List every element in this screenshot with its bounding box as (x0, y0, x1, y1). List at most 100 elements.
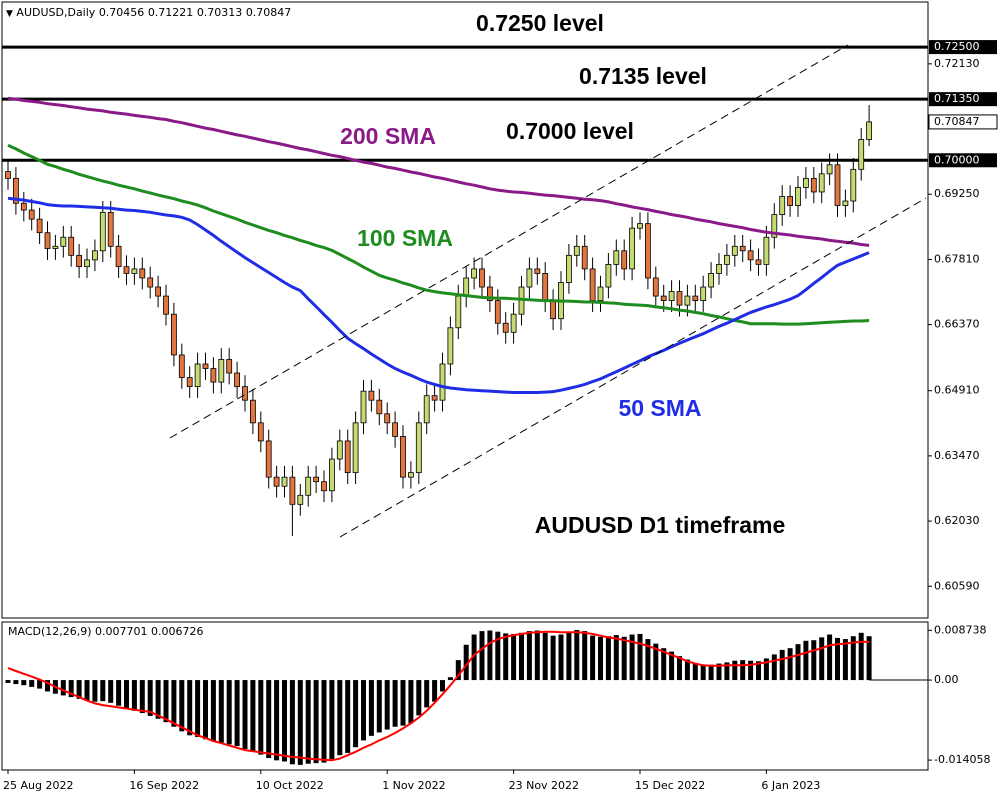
macd-bar (566, 631, 572, 681)
candle-body (407, 472, 414, 478)
macd-bar (684, 659, 690, 681)
candle-body (763, 236, 770, 265)
macd-bar (613, 635, 619, 681)
candle-body (629, 227, 635, 270)
macd-bar (321, 680, 327, 763)
macd-bar (724, 662, 730, 681)
macd-bar (368, 680, 374, 736)
signal-value: 0.006726 (151, 625, 204, 638)
price-pane (2, 45, 928, 537)
macd-bar (519, 632, 524, 681)
macd-bar (210, 680, 216, 742)
macd-value: 0.007701 (95, 625, 148, 638)
candle-body (92, 250, 98, 261)
trend-line-upper (169, 44, 849, 439)
macd-bar (716, 663, 722, 681)
candle-body (842, 200, 849, 206)
macd-bar (13, 680, 19, 685)
candle-body (810, 177, 817, 193)
candle-body (60, 236, 67, 247)
macd-bar (590, 635, 596, 681)
candle-body (581, 245, 588, 270)
macd-bar (598, 636, 603, 681)
candle-body (652, 277, 659, 297)
candle-body (755, 259, 762, 265)
x-tick-label: 25 Aug 2022 (3, 779, 73, 792)
macd-bar (756, 661, 761, 681)
x-tick-label: 16 Sep 2022 (129, 779, 199, 792)
macd-bar (708, 664, 714, 681)
candle-body (352, 422, 359, 474)
candle-body (249, 399, 256, 424)
y-tick-label: 0.67810 (934, 252, 980, 265)
y-tick-label: 0.62030 (934, 514, 980, 527)
macd-title: MACD(12,26,9) (8, 625, 92, 638)
candle-body (44, 232, 51, 249)
y-tick-label: 0.66370 (934, 318, 980, 331)
candle-body (486, 286, 493, 302)
macd-bar (392, 680, 398, 727)
macd-bar (692, 662, 698, 681)
candle-body (605, 263, 612, 288)
macd-bar (787, 648, 793, 681)
macd-bar (234, 680, 240, 747)
macd-bar (124, 680, 129, 709)
candle-body (684, 295, 691, 306)
candle-body (494, 300, 501, 324)
macd-bar (108, 680, 114, 703)
candle-body (708, 273, 714, 288)
candle-body (534, 268, 541, 274)
current-price-label: 0.70847 (934, 115, 980, 128)
candle-body (550, 300, 556, 320)
macd-bar (850, 636, 856, 681)
level-label-box (929, 40, 997, 55)
macd-bar (100, 680, 106, 702)
timeframe-annotation: AUDUSD D1 timeframe (535, 512, 786, 538)
candle-body (866, 121, 872, 141)
candle-body (289, 476, 296, 505)
level-label: 0.70000 (934, 153, 980, 166)
candle-body (368, 390, 375, 401)
candle-body (787, 196, 793, 206)
candle-body (834, 164, 841, 206)
sma-line (7, 96, 870, 247)
macd-bar (68, 680, 74, 698)
candle-body (795, 187, 801, 206)
macd-bar (226, 680, 232, 745)
candle-body (502, 322, 509, 333)
macd-bar (424, 680, 430, 708)
candle-body (313, 476, 320, 483)
macd-bar (645, 639, 651, 681)
macd-bar (116, 680, 122, 706)
candle-body (447, 327, 454, 365)
macd-bar (858, 632, 864, 681)
header: ▼ AUDUSD,Daily 0.70456 0.71221 0.70313 0… (6, 6, 291, 19)
macd-bar (361, 680, 366, 741)
macd-bar (629, 634, 635, 681)
candle-body (645, 223, 651, 279)
candle-body (170, 313, 177, 356)
sma-label: 50 SMA (618, 395, 701, 421)
candle-body (471, 268, 478, 279)
candle-body (36, 218, 43, 234)
macd-bar (866, 636, 872, 681)
candle-body (676, 291, 683, 306)
candle-body (210, 368, 217, 383)
candle-body (28, 209, 35, 220)
macd-bar (297, 680, 303, 765)
level-label: 0.71350 (934, 92, 980, 105)
candle-body (850, 168, 857, 202)
macd-bar (179, 680, 185, 732)
macd-bar (266, 680, 272, 759)
candle-body (123, 266, 130, 274)
macd-bar (534, 630, 540, 681)
macd-bar (803, 640, 809, 681)
candle-body (218, 359, 225, 383)
candle-body (803, 177, 809, 188)
macd-bar (740, 660, 746, 681)
macd-bar (337, 680, 343, 756)
candle-body (52, 245, 59, 249)
macd-bar (479, 631, 485, 681)
candle-body (660, 295, 667, 302)
candle-body (257, 422, 264, 442)
